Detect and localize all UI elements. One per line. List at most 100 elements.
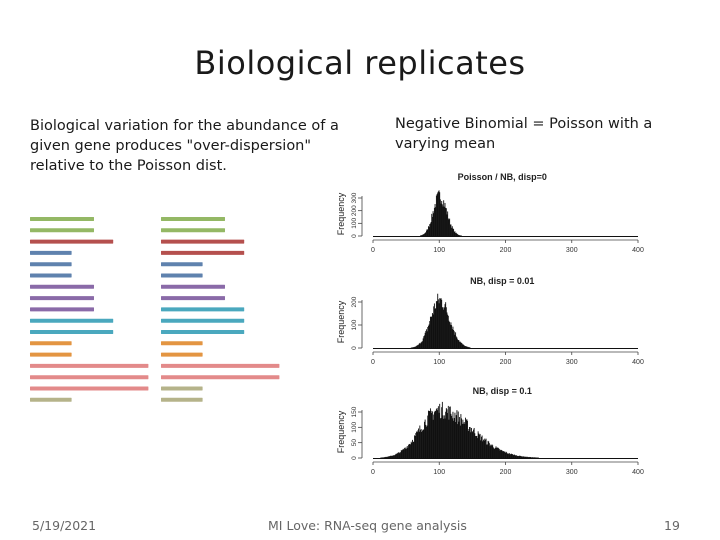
- histogram-bar: [426, 329, 427, 348]
- histogram-bar: [463, 345, 465, 348]
- histogram-bar: [389, 456, 391, 458]
- histogram-bar: [445, 302, 447, 348]
- histogram-bar: [488, 441, 490, 458]
- histogram-bar: [428, 324, 430, 348]
- histogram-bar: [522, 456, 524, 458]
- histogram-bar: [503, 451, 505, 458]
- replicate-bar-right: [161, 296, 225, 301]
- histogram-bar: [474, 433, 476, 458]
- histogram-bar: [508, 453, 510, 458]
- slide-title: Biological replicates: [194, 44, 526, 82]
- histogram-bar: [435, 308, 437, 348]
- histogram-bar: [450, 322, 452, 348]
- histogram-bar: [526, 456, 527, 458]
- histogram-bar: [412, 439, 413, 458]
- histogram-bar: [459, 341, 461, 348]
- histogram-bar: [427, 415, 429, 458]
- histogram-bar: [453, 418, 455, 458]
- histogram-bar: [413, 441, 415, 458]
- histogram-bar: [405, 447, 407, 458]
- histogram-bar: [455, 336, 457, 348]
- histogram-bar: [484, 439, 486, 458]
- x-tick-label: 300: [566, 247, 578, 254]
- histogram-bar: [436, 408, 438, 458]
- histogram-bar: [429, 224, 431, 236]
- histogram-bar: [453, 231, 455, 236]
- histogram-bar: [427, 327, 429, 348]
- histogram-bar: [531, 457, 533, 458]
- histogram-bar: [479, 433, 481, 458]
- histogram-bar: [501, 450, 503, 458]
- histogram-bar: [384, 456, 386, 458]
- histogram-bar: [406, 445, 408, 458]
- histogram-bar: [526, 456, 528, 458]
- x-tick-label: 100: [433, 469, 445, 476]
- histogram-bar: [422, 234, 423, 236]
- histogram-bar: [386, 456, 388, 458]
- histogram-bar: [410, 441, 412, 458]
- histogram-bar: [433, 414, 435, 458]
- histogram-bar: [479, 434, 480, 458]
- histogram-bar: [449, 324, 451, 348]
- histogram-bar: [438, 190, 440, 236]
- histogram-bar: [502, 451, 504, 458]
- histogram-bar: [437, 410, 439, 458]
- histogram-bar: [469, 347, 470, 348]
- histogram-bar: [391, 455, 393, 458]
- histogram-bar: [416, 345, 417, 348]
- histogram-bar: [452, 411, 454, 458]
- histogram-bar: [463, 422, 465, 458]
- histogram-bar: [411, 442, 413, 458]
- histogram-bar: [450, 224, 452, 236]
- histogram-bar: [388, 456, 390, 458]
- replicate-bar-right: [161, 307, 245, 312]
- histogram-bar: [462, 419, 464, 458]
- histogram-bar: [447, 218, 449, 236]
- histogram-bar: [441, 299, 443, 348]
- histogram-bar: [386, 456, 388, 458]
- histogram-bar: [427, 226, 429, 236]
- replicate-bar-left: [30, 318, 114, 323]
- histogram-bar: [487, 440, 489, 458]
- histogram-bar: [436, 194, 438, 236]
- histogram-bar: [500, 449, 502, 458]
- histogram-bar: [461, 342, 463, 348]
- histogram-bar: [400, 450, 402, 458]
- histogram-bar: [439, 418, 441, 458]
- histogram-bar: [469, 427, 471, 458]
- histogram-bar: [396, 453, 398, 458]
- histogram-bar: [496, 447, 498, 458]
- histogram-bar: [423, 336, 425, 348]
- histogram-bar: [502, 451, 504, 458]
- x-tick-label: 300: [566, 469, 578, 476]
- histogram-bar: [415, 346, 417, 348]
- histogram-bar: [451, 415, 453, 458]
- histogram-bar: [433, 207, 435, 236]
- replicate-bar-right: [161, 273, 203, 278]
- histogram-bar: [426, 229, 428, 236]
- histogram-bar: [457, 424, 459, 458]
- histogram-bar: [418, 344, 419, 348]
- histogram-bar: [445, 411, 447, 458]
- x-tick-label: 100: [433, 359, 445, 366]
- replicate-bar-right: [161, 262, 203, 267]
- histogram-bar: [422, 338, 424, 348]
- histogram-bar: [449, 224, 451, 236]
- histogram-bar: [460, 342, 462, 348]
- histogram-bar: [465, 346, 466, 348]
- histogram-bar: [431, 213, 433, 236]
- histogram-title: NB, disp = 0.1: [473, 386, 532, 396]
- histogram-bar: [419, 342, 421, 348]
- histogram-bar: [467, 431, 469, 458]
- histogram-bar: [477, 438, 478, 458]
- histogram-bar: [412, 347, 413, 348]
- x-tick-label: 400: [632, 359, 644, 366]
- histogram-bar: [445, 408, 447, 458]
- histogram-title: Poisson / NB, disp=0: [458, 172, 547, 182]
- histogram-bar: [423, 429, 425, 458]
- histogram-bar: [516, 455, 517, 458]
- histogram-bar: [425, 232, 427, 236]
- histogram-bar: [465, 417, 466, 458]
- replicate-bar-right: [161, 341, 203, 346]
- histogram-bar: [457, 340, 459, 348]
